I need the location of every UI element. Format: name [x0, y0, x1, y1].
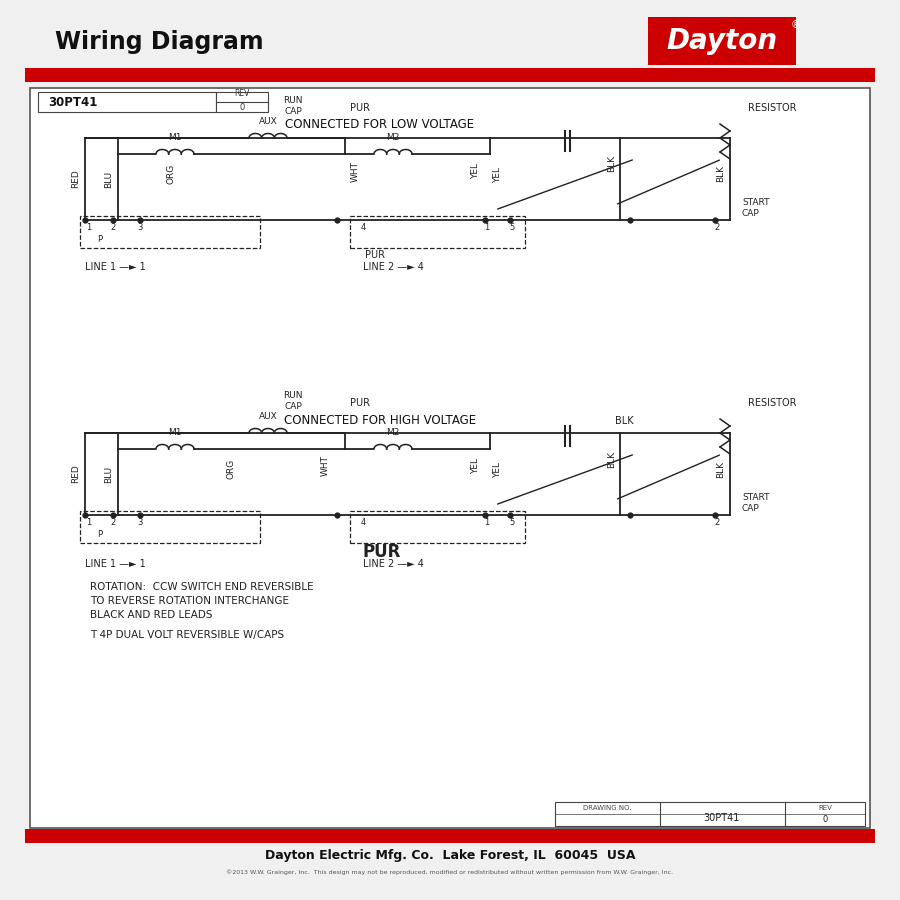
Text: ORG: ORG: [167, 164, 176, 184]
Text: YEL: YEL: [493, 167, 502, 183]
Bar: [350, 216, 525, 248]
Text: WHT: WHT: [320, 455, 329, 476]
Text: RUN
CAP: RUN CAP: [284, 392, 302, 410]
Text: 30PT41: 30PT41: [48, 95, 97, 109]
Text: 0: 0: [823, 815, 828, 824]
Text: 1: 1: [86, 518, 92, 527]
Text: RESISTOR: RESISTOR: [748, 103, 796, 113]
Text: 4: 4: [360, 518, 365, 527]
Text: P: P: [97, 530, 103, 539]
Text: 1: 1: [484, 518, 490, 527]
Bar: [38, 92, 216, 112]
Text: P: P: [97, 235, 103, 244]
Text: M2: M2: [386, 428, 400, 437]
Bar: [555, 802, 865, 826]
Bar: [30, 88, 870, 828]
Text: ROTATION:  CCW SWITCH END REVERSIBLE: ROTATION: CCW SWITCH END REVERSIBLE: [90, 582, 313, 592]
Text: Dayton Electric Mfg. Co.  Lake Forest, IL  60045  USA: Dayton Electric Mfg. Co. Lake Forest, IL…: [265, 850, 635, 862]
Text: YEL: YEL: [472, 458, 481, 474]
Text: START
CAP: START CAP: [742, 493, 769, 513]
Text: RESISTOR: RESISTOR: [748, 398, 796, 408]
Text: ORG: ORG: [227, 459, 236, 479]
Text: BLACK AND RED LEADS: BLACK AND RED LEADS: [90, 610, 212, 620]
Text: 5: 5: [509, 223, 515, 232]
Text: PUR: PUR: [350, 103, 370, 113]
Text: M1: M1: [168, 133, 182, 142]
Text: LINE 2 —► 4: LINE 2 —► 4: [363, 559, 424, 569]
Text: M1: M1: [168, 428, 182, 437]
Text: TO REVERSE ROTATION INTERCHANGE: TO REVERSE ROTATION INTERCHANGE: [90, 596, 289, 606]
Text: ©2013 W.W. Grainger, Inc.  This design may not be reproduced, modified or redist: ©2013 W.W. Grainger, Inc. This design ma…: [227, 869, 673, 875]
Text: REV: REV: [234, 89, 249, 98]
Text: CONNECTED FOR LOW VOLTAGE: CONNECTED FOR LOW VOLTAGE: [285, 119, 474, 131]
Bar: [350, 511, 525, 543]
Text: 1: 1: [484, 223, 490, 232]
Text: 3: 3: [138, 518, 143, 527]
Text: START
CAP: START CAP: [742, 198, 769, 218]
Text: PUR: PUR: [363, 543, 401, 561]
Text: BLK: BLK: [608, 451, 616, 467]
Text: LINE 2 —► 4: LINE 2 —► 4: [363, 262, 424, 272]
Text: Dayton: Dayton: [666, 27, 778, 55]
Text: DRAWING NO.: DRAWING NO.: [583, 805, 631, 811]
Text: PUR: PUR: [365, 250, 385, 260]
Text: AUX: AUX: [258, 412, 277, 421]
Text: LINE 1 —► 1: LINE 1 —► 1: [85, 262, 146, 272]
Text: BLK: BLK: [716, 461, 725, 478]
Text: BLK: BLK: [615, 416, 634, 426]
Text: 0: 0: [239, 103, 245, 112]
Bar: [80, 216, 260, 248]
Text: RED: RED: [71, 169, 80, 188]
Text: BLU: BLU: [104, 465, 113, 482]
Bar: [25, 829, 875, 843]
Text: 2: 2: [715, 518, 720, 527]
Text: 3: 3: [138, 223, 143, 232]
Text: 4: 4: [360, 223, 365, 232]
Text: 2: 2: [111, 518, 115, 527]
Text: 2: 2: [715, 223, 720, 232]
Text: PUR: PUR: [350, 398, 370, 408]
Text: AUX: AUX: [258, 117, 277, 126]
Bar: [80, 511, 260, 543]
Text: CONNECTED FOR HIGH VOLTAGE: CONNECTED FOR HIGH VOLTAGE: [284, 413, 476, 427]
Text: T 4P DUAL VOLT REVERSIBLE W/CAPS: T 4P DUAL VOLT REVERSIBLE W/CAPS: [90, 630, 284, 640]
Text: LINE 1 —► 1: LINE 1 —► 1: [85, 559, 146, 569]
Text: BLK: BLK: [716, 166, 725, 183]
Text: BLK: BLK: [608, 156, 616, 173]
Text: REV: REV: [818, 805, 832, 811]
Text: 1: 1: [86, 223, 92, 232]
Text: Wiring Diagram: Wiring Diagram: [55, 30, 264, 54]
Text: M2: M2: [386, 133, 400, 142]
Text: 2: 2: [111, 223, 115, 232]
Text: WHT: WHT: [350, 160, 359, 182]
Bar: [216, 92, 268, 112]
Text: BLU: BLU: [104, 170, 113, 187]
Text: RED: RED: [71, 464, 80, 483]
Bar: [25, 68, 875, 82]
Text: 30PT41: 30PT41: [704, 813, 740, 823]
Text: 5: 5: [509, 518, 515, 527]
Bar: [648, 17, 796, 65]
Text: RUN
CAP: RUN CAP: [284, 96, 302, 116]
Text: YEL: YEL: [472, 163, 481, 179]
Text: YEL: YEL: [493, 462, 502, 478]
Text: ®: ®: [790, 20, 800, 30]
